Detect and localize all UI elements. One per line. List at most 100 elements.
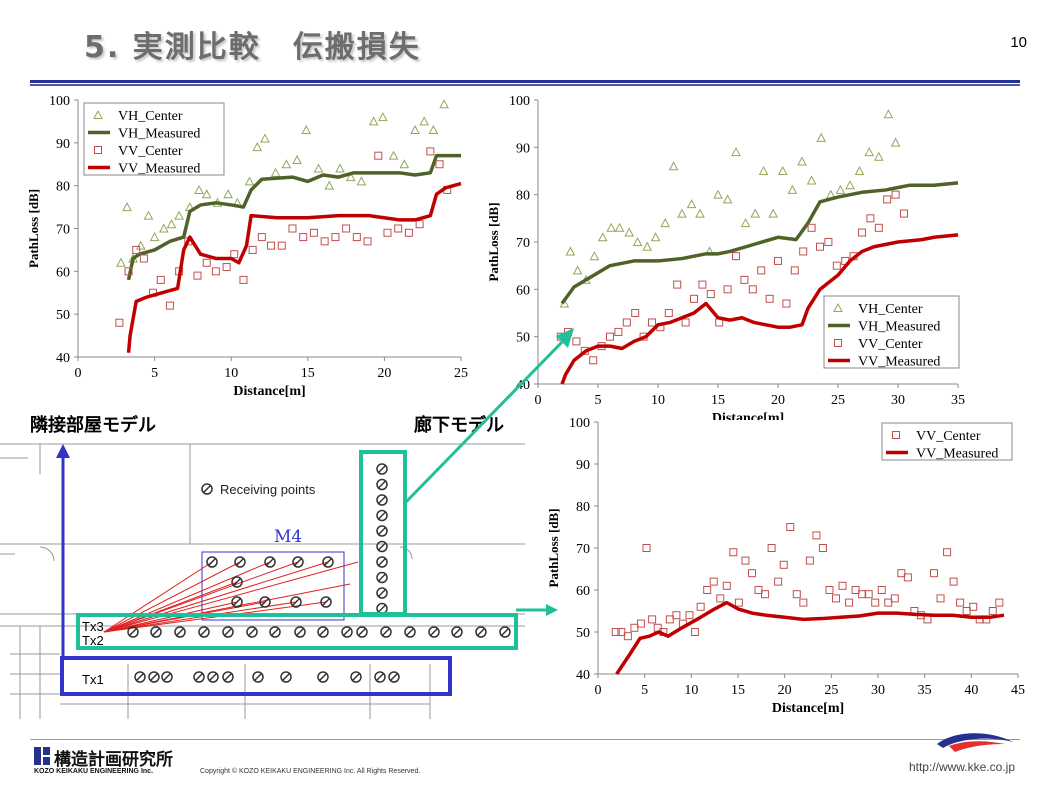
receiving-point: [134, 671, 146, 683]
data-point: [731, 147, 741, 157]
data-point: [244, 176, 255, 186]
data-point: [630, 623, 639, 632]
data-point: [415, 220, 424, 229]
receiving-point: [374, 671, 386, 683]
receiving-point: [280, 671, 292, 683]
legend-label: VH_Center: [858, 302, 923, 317]
data-point: [722, 581, 731, 590]
x-axis-label: Distance[m]: [712, 411, 784, 420]
data-point: [812, 531, 821, 540]
legend-swatch: [833, 302, 843, 312]
series-line: [126, 181, 462, 353]
data-point: [156, 275, 165, 284]
data-point: [703, 586, 712, 594]
tx3-label: Tx3: [82, 619, 104, 634]
data-point: [883, 195, 892, 204]
x-tick-label: 5: [595, 393, 602, 408]
data-point: [388, 150, 399, 160]
receiving-point-mark: [223, 627, 233, 637]
x-axis-label: Distance[m]: [772, 701, 844, 716]
receiving-point-mark: [207, 557, 217, 567]
receiving-point: [246, 626, 258, 638]
data-point: [864, 590, 873, 599]
data-point: [132, 245, 141, 254]
receiving-point: [150, 626, 162, 638]
y-tick-label: 40: [516, 378, 530, 393]
copyright-text: Copyright © KOZO KEIKAKU ENGINEERING Inc…: [200, 768, 421, 775]
footer-divider: [30, 739, 1020, 740]
floor-plan: M4 Receiving points Tx3 Tx2 Tx1: [0, 443, 558, 719]
x-tick-label: 20: [778, 683, 792, 698]
data-point: [435, 160, 444, 169]
receiving-point-mark: [323, 557, 333, 567]
data-point: [174, 210, 184, 220]
receiving-point: [174, 626, 186, 638]
data-point: [324, 180, 335, 190]
receiving-point-mark: [223, 672, 233, 682]
legend-swatch: [94, 146, 102, 154]
room-m4-label: M4: [274, 527, 302, 547]
receiving-point: [161, 671, 173, 683]
y-tick-label: 80: [56, 180, 70, 195]
data-point: [135, 240, 146, 250]
data-point: [777, 165, 788, 175]
x-tick-label: 35: [951, 393, 965, 408]
data-point: [774, 256, 782, 265]
receiving-point-mark: [235, 557, 245, 567]
data-point: [624, 227, 635, 237]
legend-label: VV_Center: [916, 429, 981, 444]
data-point: [252, 142, 263, 152]
legend-label: VH_Center: [118, 109, 183, 124]
receiving-point-mark: [162, 672, 172, 682]
receiving-point-mark: [318, 627, 328, 637]
x-tick-label: 30: [891, 393, 905, 408]
tx-rays: [103, 561, 359, 633]
corridor-vertical-frame: [359, 450, 407, 616]
company-logo-mark: [34, 747, 50, 765]
data-point: [122, 202, 132, 212]
data-point: [877, 586, 886, 594]
receiving-point-mark: [135, 672, 145, 682]
receiving-point-mark: [377, 557, 387, 567]
data-point: [115, 318, 124, 327]
receiving-point-mark: [429, 627, 439, 637]
receiving-point: [380, 626, 392, 638]
data-point: [866, 214, 875, 223]
y-tick-label: 70: [56, 223, 70, 238]
data-point: [962, 607, 971, 615]
x-tick-label: 30: [871, 683, 885, 698]
data-point: [832, 261, 841, 270]
y-tick-label: 90: [516, 141, 530, 156]
receiving-point: [376, 525, 388, 537]
x-tick-label: 5: [151, 366, 158, 381]
data-point: [668, 161, 679, 171]
receiving-point-mark: [291, 597, 301, 607]
receiving-point-mark: [377, 480, 387, 489]
company-name-en: KOZO KEIKAKU ENGINEERING Inc.: [34, 768, 154, 775]
data-point: [368, 116, 379, 126]
receiving-point-mark: [405, 627, 415, 637]
data-point: [572, 265, 583, 275]
data-point: [816, 242, 824, 251]
y-tick-label: 50: [516, 331, 530, 346]
series-vh-center: [559, 109, 901, 308]
legend-label: VV_Center: [118, 144, 183, 159]
receiving-point-mark: [260, 597, 270, 607]
company-url[interactable]: http://www.kke.co.jp: [908, 760, 1015, 774]
data-point: [270, 167, 281, 177]
data-point: [787, 184, 798, 194]
data-point: [824, 238, 833, 246]
x-tick-label: 10: [224, 366, 238, 381]
receiving-point-mark: [199, 627, 209, 637]
receiving-point: [193, 671, 205, 683]
swoosh-logo: [937, 733, 1013, 752]
data-point: [222, 263, 231, 272]
data-point: [143, 210, 154, 220]
data-point: [648, 615, 657, 624]
data-point: [622, 318, 631, 327]
data-point: [623, 632, 632, 641]
corridor-arrow-bottom-head: [546, 604, 558, 616]
data-point: [722, 194, 733, 204]
legend-box: [823, 295, 960, 369]
data-point: [260, 133, 270, 143]
